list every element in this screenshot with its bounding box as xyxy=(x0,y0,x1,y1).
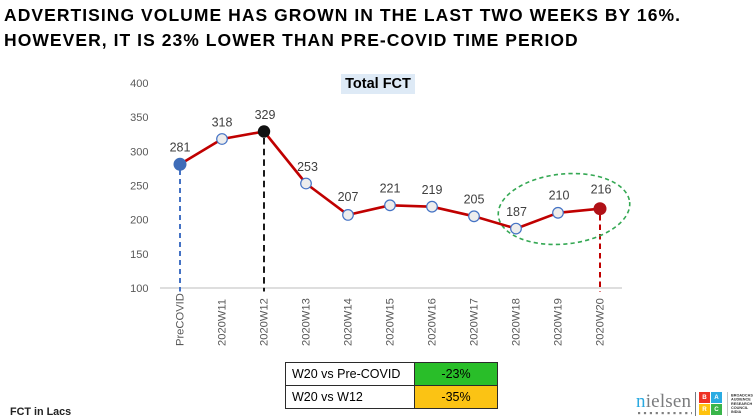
svg-text:2020W17: 2020W17 xyxy=(469,298,481,346)
svg-text:200: 200 xyxy=(130,215,148,227)
svg-text:2020W13: 2020W13 xyxy=(301,298,313,346)
svg-text:219: 219 xyxy=(422,183,443,197)
svg-text:2020W19: 2020W19 xyxy=(553,298,565,346)
svg-text:205: 205 xyxy=(464,193,485,207)
svg-text:150: 150 xyxy=(130,249,148,261)
svg-text:2020W12: 2020W12 xyxy=(259,298,271,346)
svg-text:2020W20: 2020W20 xyxy=(595,298,607,346)
svg-text:400: 400 xyxy=(130,78,148,90)
svg-text:281: 281 xyxy=(170,141,191,155)
svg-text:350: 350 xyxy=(130,112,148,124)
svg-text:PreCOVID: PreCOVID xyxy=(175,293,187,346)
svg-text:216: 216 xyxy=(591,183,612,197)
svg-text:2020W15: 2020W15 xyxy=(385,298,397,346)
svg-text:100: 100 xyxy=(130,283,148,295)
svg-text:187: 187 xyxy=(506,205,527,219)
svg-text:2020W11: 2020W11 xyxy=(217,299,229,346)
svg-text:210: 210 xyxy=(549,189,570,203)
svg-text:221: 221 xyxy=(380,182,401,196)
svg-text:329: 329 xyxy=(255,108,276,122)
svg-text:2020W16: 2020W16 xyxy=(427,298,439,346)
svg-text:2020W18: 2020W18 xyxy=(511,298,523,346)
svg-text:250: 250 xyxy=(130,181,148,193)
svg-text:318: 318 xyxy=(212,116,233,130)
svg-text:253: 253 xyxy=(297,160,318,174)
svg-text:300: 300 xyxy=(130,146,148,158)
svg-text:207: 207 xyxy=(338,190,359,204)
svg-text:2020W14: 2020W14 xyxy=(343,298,355,346)
